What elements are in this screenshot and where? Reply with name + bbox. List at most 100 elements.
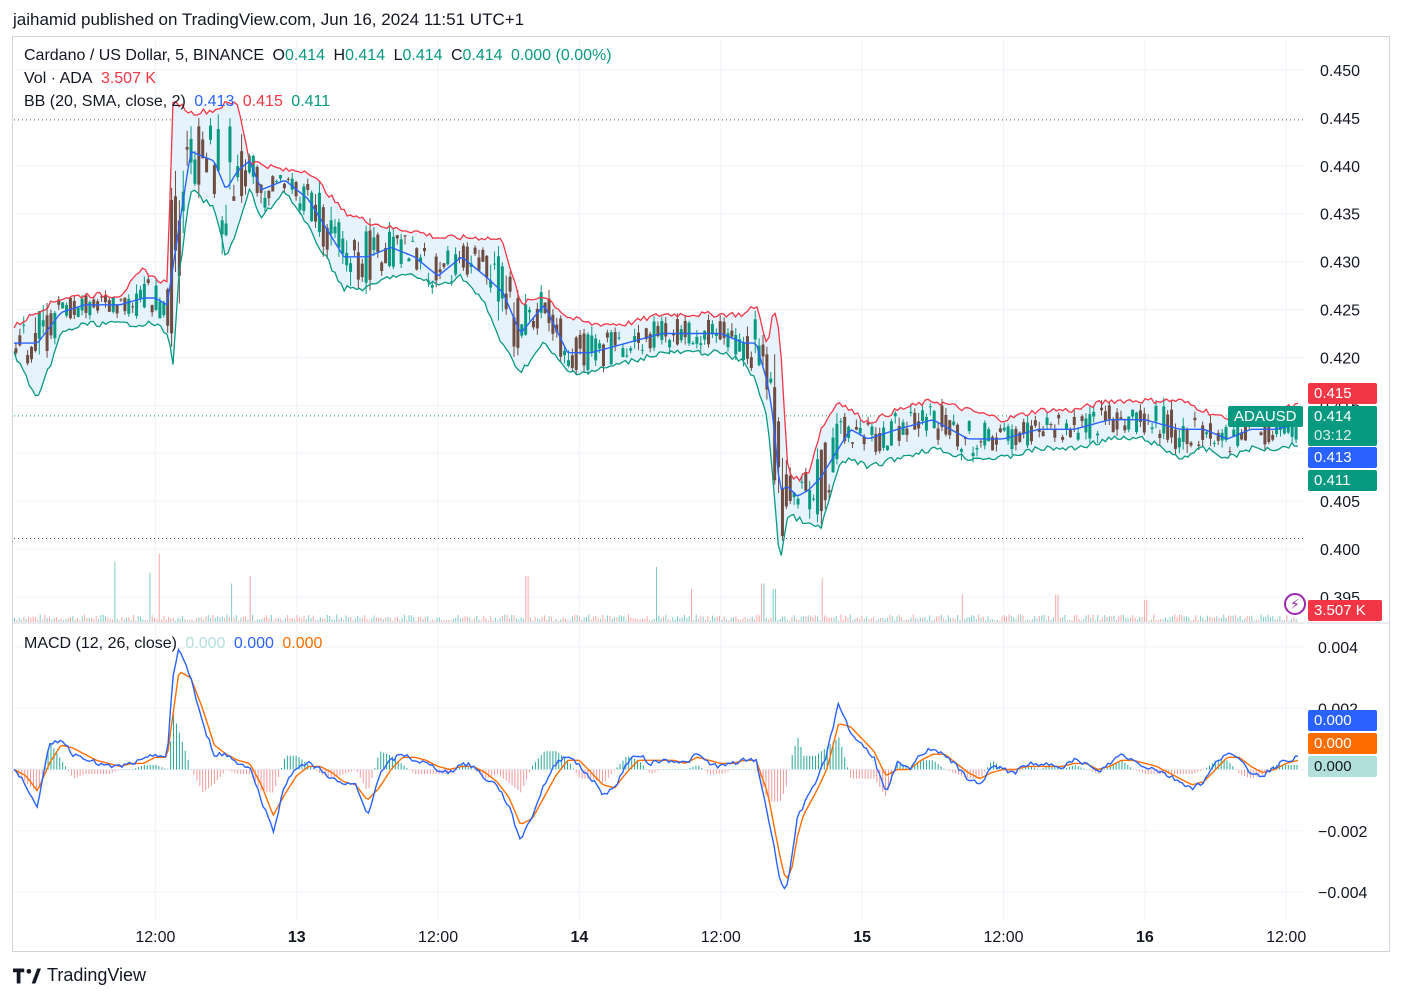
macd-histogram-bar <box>785 769 787 787</box>
volume-bar <box>303 616 305 622</box>
macd-histogram-bar <box>508 769 510 784</box>
candle-body <box>983 422 987 446</box>
volume-bar <box>574 614 576 622</box>
candle-body <box>477 257 481 271</box>
candle-body <box>1064 423 1068 430</box>
volume-bar <box>389 617 391 622</box>
macd-histogram-bar <box>1121 760 1123 770</box>
candle-body <box>1115 412 1119 430</box>
volume-bar <box>1183 616 1185 622</box>
volume-bar <box>478 619 480 622</box>
macd-histogram-bar <box>356 769 358 772</box>
candle-body <box>1150 427 1154 430</box>
volume-bar <box>151 615 153 622</box>
volume-bar <box>499 618 501 622</box>
macd-histogram-bar <box>1214 760 1216 770</box>
volume-bar <box>702 616 704 622</box>
price-axis-tick: 0.400 <box>1320 542 1360 559</box>
volume-bar <box>894 620 896 622</box>
candle-body <box>679 329 683 341</box>
volume-bar <box>1276 619 1278 622</box>
volume-bar <box>1241 620 1243 622</box>
macd-axis-tick: −0.004 <box>1318 885 1367 902</box>
volume-bar <box>1150 619 1152 622</box>
volume-bar <box>1218 617 1220 622</box>
volume-bar <box>1230 615 1232 622</box>
macd-histogram-bar <box>339 769 341 776</box>
candle-body <box>1158 433 1162 438</box>
candle-body <box>1061 436 1065 440</box>
candle-body <box>1080 416 1084 422</box>
candle-body <box>177 220 181 276</box>
macd-histogram-bar <box>199 769 201 787</box>
volume-bar <box>1290 618 1292 622</box>
macd-histogram-bar <box>275 769 277 787</box>
volume-bar <box>1125 618 1127 622</box>
volume-bar <box>623 616 625 622</box>
candle-body <box>761 344 765 357</box>
macd-label[interactable]: MACD (12, 26, close) <box>24 635 177 652</box>
bb-label[interactable]: BB (20, SMA, close, 2) <box>24 93 186 110</box>
macd-histogram-bar <box>196 769 198 781</box>
macd-histogram-bar <box>406 767 408 770</box>
volume-bar <box>782 616 784 622</box>
volume-bar <box>371 618 373 622</box>
volume-bar <box>410 615 412 622</box>
volume-bar <box>291 618 293 622</box>
macd-histogram-bar <box>753 769 755 770</box>
volume-bar <box>91 617 93 622</box>
candle-body <box>668 339 672 348</box>
volume-legend[interactable]: Vol · ADA 3.507 K <box>24 70 160 88</box>
macd-histogram-bar <box>263 769 265 793</box>
time-axis-tick: 12:00 <box>418 929 458 946</box>
candle-body <box>839 421 843 423</box>
lightning-icon[interactable]: ⚡ <box>1284 593 1306 615</box>
volume-bar <box>602 614 604 622</box>
candle-body <box>142 283 146 308</box>
volume-bar <box>532 620 534 622</box>
volume-bar <box>880 617 882 622</box>
candle-body <box>710 323 714 335</box>
volume-label[interactable]: Vol · ADA <box>24 70 93 87</box>
volume-bar <box>175 620 177 622</box>
candle-body <box>1018 432 1022 442</box>
volume-bar <box>210 617 212 622</box>
bb-upper-line <box>13 100 1299 483</box>
candle-body <box>528 309 532 313</box>
volume-bar <box>513 615 515 622</box>
candle-body <box>185 147 189 150</box>
symbol-title[interactable]: Cardano / US Dollar, 5, BINANCE <box>24 47 265 64</box>
macd-histogram-bar <box>359 769 361 778</box>
macd-histogram-bar <box>473 769 475 770</box>
macd-histogram-bar <box>928 760 930 770</box>
volume-bar <box>1174 614 1176 622</box>
volume-bar <box>943 618 945 622</box>
macd-histogram-bar <box>674 769 676 770</box>
macd-histogram-bar <box>447 769 449 775</box>
volume-bar <box>987 615 989 622</box>
volume-bar <box>380 617 382 622</box>
macd-histogram-bar <box>374 767 376 770</box>
volume-bar <box>672 616 674 622</box>
macd-legend[interactable]: MACD (12, 26, close) 0.000 0.000 0.000 <box>24 635 326 653</box>
candle-body <box>57 299 61 305</box>
chart-frame[interactable] <box>12 36 1390 952</box>
macd-histogram-bar <box>531 765 533 770</box>
candle-body <box>932 411 936 428</box>
footer-brand[interactable]: TradingView <box>13 965 146 986</box>
candle-body <box>792 492 796 498</box>
volume-bar <box>116 619 118 622</box>
macd-histogram-bar <box>844 757 846 770</box>
volume-bar <box>933 619 935 622</box>
candle-body <box>1022 422 1026 434</box>
symbol-legend[interactable]: Cardano / US Dollar, 5, BINANCE O0.414 H… <box>24 47 616 65</box>
bb-legend[interactable]: BB (20, SMA, close, 2) 0.413 0.415 0.411 <box>24 93 334 111</box>
price-axis-tick: 0.435 <box>1320 207 1360 224</box>
macd-histogram-bar <box>1013 769 1015 774</box>
volume-bar <box>1064 614 1066 622</box>
macd-histogram-bar <box>353 769 355 771</box>
candle-body <box>516 298 520 348</box>
macd-histogram-bar <box>745 769 747 770</box>
volume-bar <box>917 619 919 622</box>
